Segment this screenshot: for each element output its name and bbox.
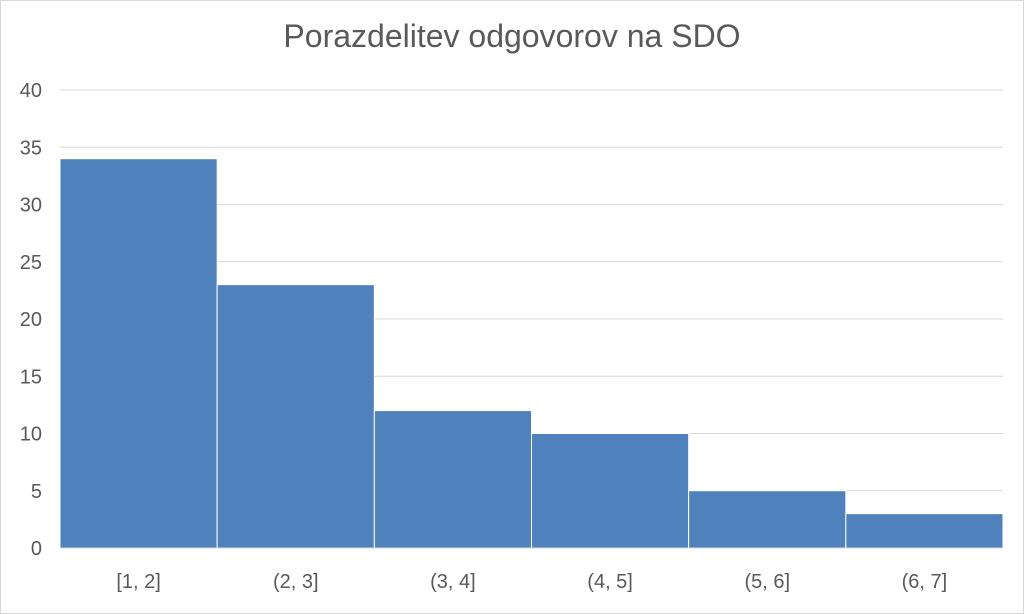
y-tick-label: 40 (20, 80, 42, 102)
bars (59, 158, 1004, 549)
bar (531, 433, 690, 549)
y-tick-label: 10 (20, 424, 42, 446)
y-tick-label: 0 (31, 538, 42, 560)
y-axis-ticks: 0 5 10 15 20 25 30 35 40 (20, 80, 42, 560)
bar (59, 158, 218, 549)
bar (373, 410, 533, 549)
bar (845, 513, 1004, 549)
x-tick-label: (2, 3] (273, 571, 319, 593)
x-tick-label: [1, 2] (116, 571, 160, 593)
chart-title: Porazdelitev odgovorov na SDO (283, 18, 741, 54)
y-tick-label: 35 (20, 137, 42, 159)
y-tick-label: 15 (20, 366, 42, 388)
x-tick-label: (3, 4] (430, 571, 476, 593)
y-tick-label: 30 (20, 195, 42, 217)
x-tick-label: (5, 6] (744, 571, 790, 593)
x-tick-label: (4, 5] (587, 571, 633, 593)
x-tick-label: (6, 7] (902, 571, 948, 593)
y-tick-label: 20 (20, 309, 42, 331)
x-axis-ticks: [1, 2] (2, 3] (3, 4] (4, 5] (5, 6] (6, 7] (60, 547, 1003, 593)
y-tick-label: 5 (31, 481, 42, 503)
y-tick-label: 25 (20, 252, 42, 274)
bar (216, 284, 375, 549)
bar (688, 490, 847, 549)
